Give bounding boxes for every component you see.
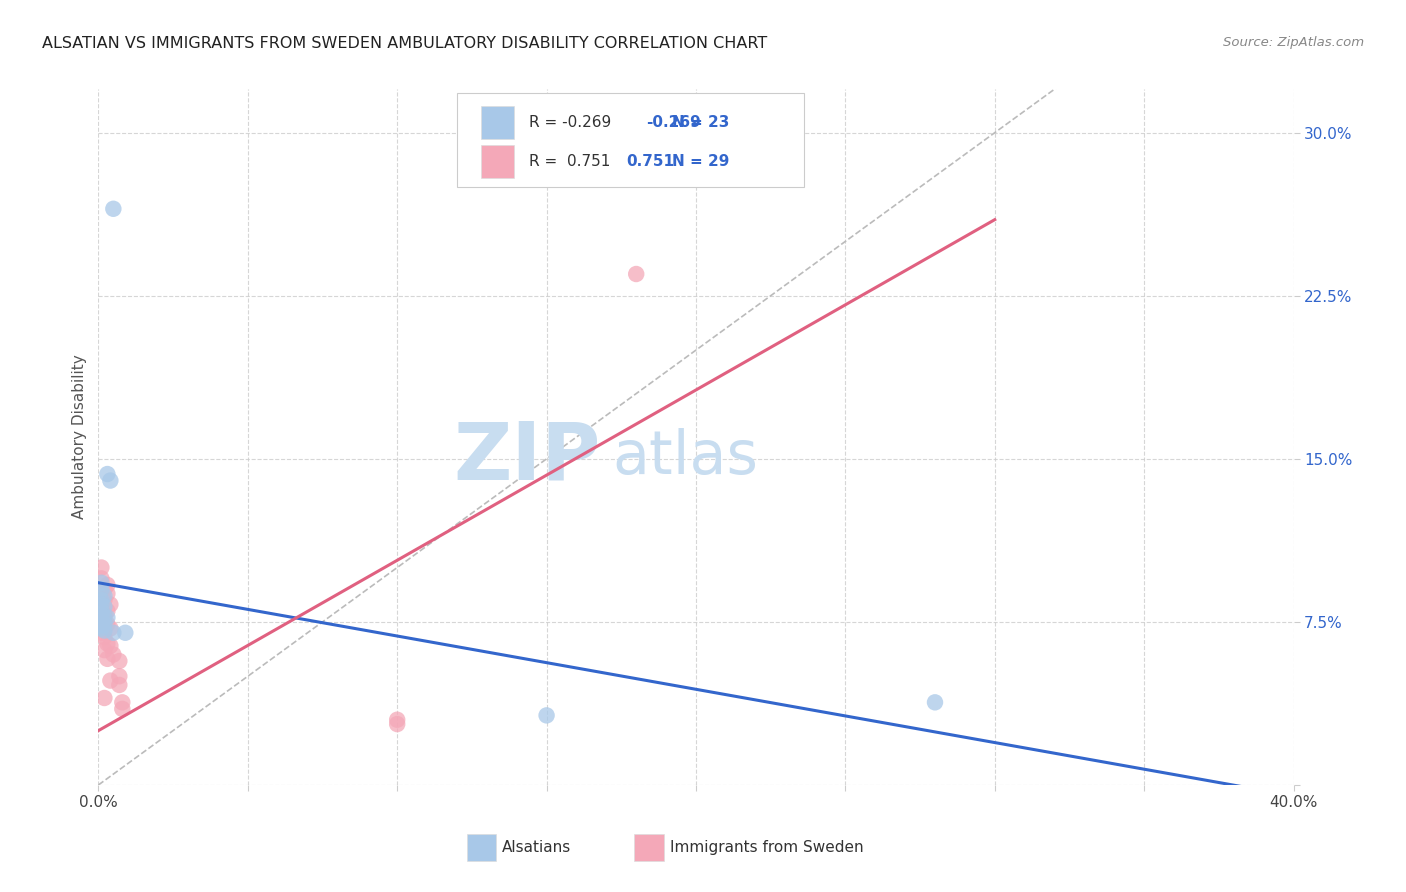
Point — [93, 643, 115, 657]
Point — [103, 202, 125, 216]
Point — [93, 608, 115, 623]
Point — [96, 467, 118, 481]
Point — [98, 474, 122, 488]
FancyBboxPatch shape — [634, 834, 664, 862]
Y-axis label: Ambulatory Disability: Ambulatory Disability — [72, 355, 87, 519]
Point — [93, 610, 115, 624]
Text: atlas: atlas — [613, 428, 758, 487]
Point — [96, 604, 118, 618]
Point — [90, 582, 112, 597]
Point — [924, 695, 946, 709]
Point — [90, 615, 112, 629]
Point — [93, 630, 115, 644]
Point — [90, 619, 112, 633]
Point — [96, 610, 118, 624]
Point — [108, 654, 131, 668]
Text: ZIP: ZIP — [453, 419, 600, 497]
Point — [111, 695, 134, 709]
Point — [96, 637, 118, 651]
Point — [98, 639, 122, 653]
Point — [626, 267, 648, 281]
Text: Source: ZipAtlas.com: Source: ZipAtlas.com — [1223, 36, 1364, 49]
FancyBboxPatch shape — [457, 93, 804, 186]
Point — [93, 582, 115, 597]
Point — [93, 617, 115, 632]
Text: N = 23: N = 23 — [672, 115, 730, 129]
Point — [108, 669, 131, 683]
Point — [90, 560, 112, 574]
Text: 0.751: 0.751 — [627, 154, 675, 169]
Point — [90, 598, 112, 612]
Text: N = 29: N = 29 — [672, 154, 730, 169]
Point — [90, 625, 112, 640]
Point — [90, 593, 112, 607]
Point — [90, 571, 112, 585]
Point — [96, 652, 118, 666]
Point — [114, 625, 136, 640]
Point — [108, 678, 131, 692]
Point — [103, 625, 125, 640]
Point — [90, 604, 112, 618]
Point — [96, 617, 118, 632]
Point — [93, 690, 115, 705]
Point — [98, 621, 122, 635]
Point — [111, 702, 134, 716]
Point — [90, 575, 112, 590]
FancyBboxPatch shape — [481, 145, 515, 178]
Point — [98, 598, 122, 612]
Point — [93, 593, 115, 607]
Text: R = -0.269: R = -0.269 — [529, 115, 610, 129]
Point — [98, 673, 122, 688]
Point — [385, 713, 409, 727]
Point — [90, 621, 112, 635]
Text: Immigrants from Sweden: Immigrants from Sweden — [669, 840, 863, 855]
Text: Alsatians: Alsatians — [502, 840, 572, 855]
Point — [93, 615, 115, 629]
Point — [103, 648, 125, 662]
Point — [93, 589, 115, 603]
Point — [385, 717, 409, 731]
Text: -0.269: -0.269 — [645, 115, 700, 129]
Point — [96, 578, 118, 592]
Point — [90, 617, 112, 632]
Point — [96, 587, 118, 601]
FancyBboxPatch shape — [467, 834, 496, 862]
Point — [93, 599, 115, 614]
Point — [536, 708, 558, 723]
FancyBboxPatch shape — [481, 105, 515, 139]
Point — [90, 608, 112, 623]
Point — [93, 624, 115, 638]
Text: ALSATIAN VS IMMIGRANTS FROM SWEDEN AMBULATORY DISABILITY CORRELATION CHART: ALSATIAN VS IMMIGRANTS FROM SWEDEN AMBUL… — [42, 36, 768, 51]
Text: R =  0.751: R = 0.751 — [529, 154, 610, 169]
